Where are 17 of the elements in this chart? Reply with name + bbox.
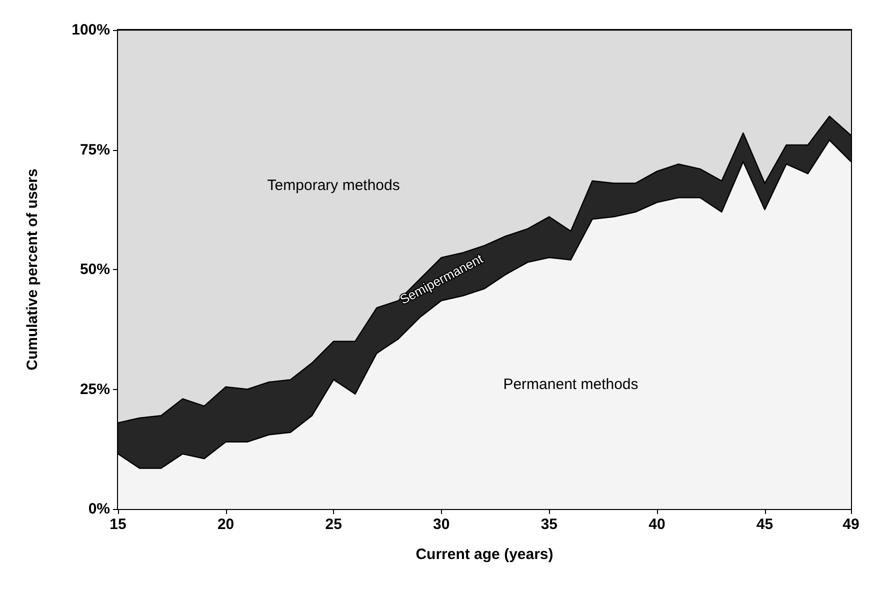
y-tick-label: 50% [80,261,110,278]
x-tick-label: 20 [217,516,234,533]
x-tick-label: 25 [325,516,342,533]
x-tick-label: 45 [756,516,774,533]
y-axis-title: Cumulative percent of users [24,168,41,370]
x-tick-label: 30 [433,516,450,533]
y-tick-label: 75% [80,141,110,158]
y-tick-label: 0% [88,500,110,518]
y-tick-label: 25% [80,380,110,398]
y-tick-label: 100% [72,22,110,38]
series-label: Temporary methods [267,177,400,194]
x-tick-label: 35 [540,516,558,533]
x-axis-title: Current age (years) [416,546,554,563]
x-tick-label: 15 [110,516,126,533]
x-tick-label: 40 [648,516,666,533]
series-label: Permanent methods [503,376,638,393]
x-tick-label: 49 [842,516,860,533]
